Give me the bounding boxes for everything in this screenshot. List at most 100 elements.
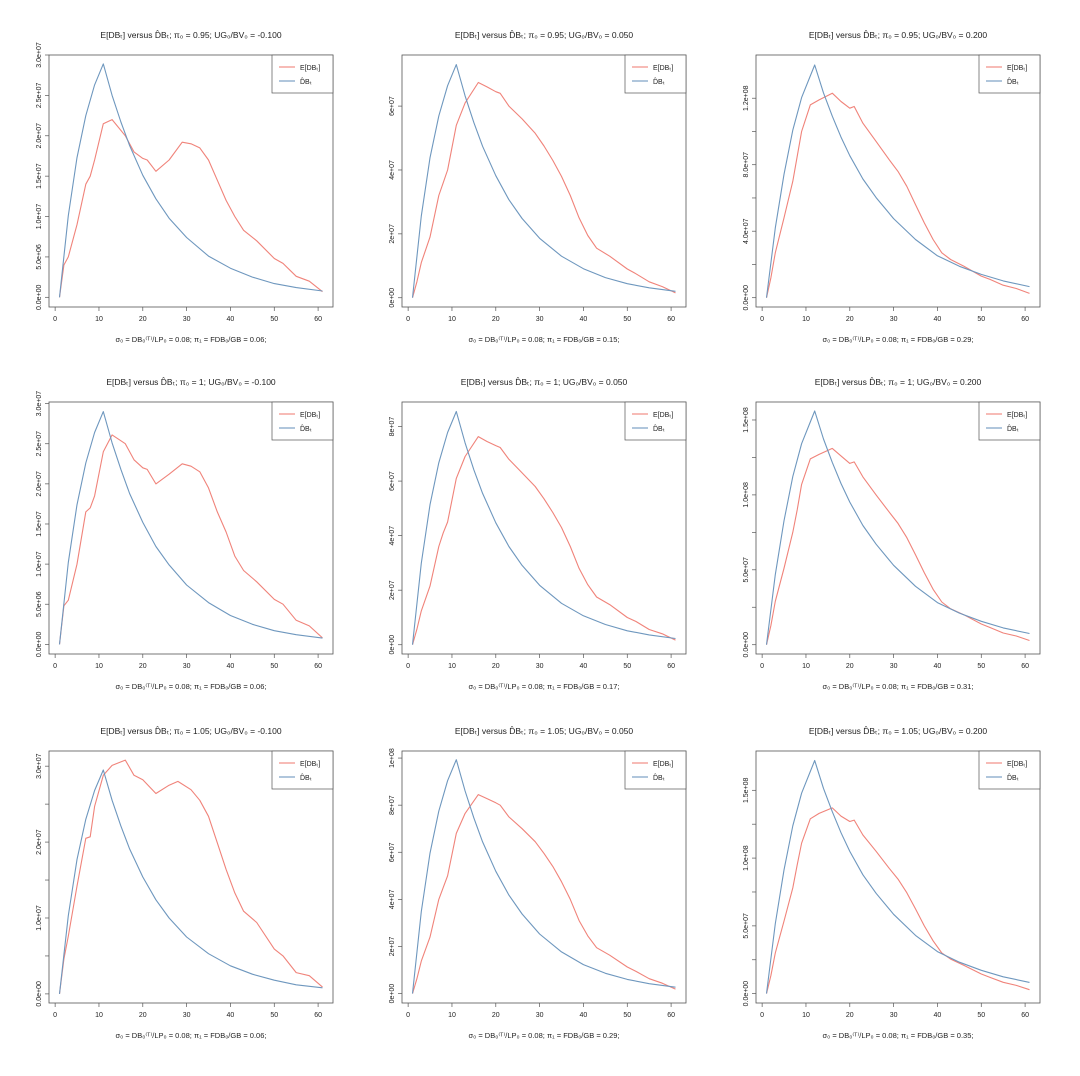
x-tick-label: 10	[802, 316, 810, 323]
legend-label-estimate: D̂Bₜ	[653, 78, 665, 86]
chart-panel: E[DBₜ] versus D̂Bₜ; π₀ = 1.05; UG₀/BV₀ =…	[389, 726, 687, 1040]
y-tick-label: 2.5e+07	[36, 83, 43, 109]
y-tick-label: 4.0e+07	[743, 218, 750, 244]
expected-series-line	[411, 794, 676, 994]
y-tick-label: 4e+07	[389, 526, 396, 546]
estimate-series-line	[765, 410, 1030, 645]
y-tick-label: 6e+07	[389, 471, 396, 491]
chart-title: E[DBₜ] versus D̂Bₜ; π₀ = 0.95; UG₀/BV₀ =…	[100, 30, 281, 40]
y-tick-label: 4e+07	[389, 160, 396, 180]
chart-title: E[DBₜ] versus D̂Bₜ; π₀ = 0.95; UG₀/BV₀ =…	[455, 30, 634, 40]
x-tick-label: 10	[802, 663, 810, 670]
x-axis-label: σ₀ = DB₀⁽ᵀ⁾/LP₀ = 0.08; π₁ = FDB₀/GB = 0…	[116, 335, 267, 344]
x-tick-label: 50	[977, 1012, 985, 1019]
x-tick-label: 20	[139, 1012, 147, 1019]
plot-box	[48, 401, 334, 655]
legend-label-estimate: D̂Bₜ	[1007, 78, 1019, 86]
chart-title: E[DBₜ] versus D̂Bₜ; π₀ = 0.95; UG₀/BV₀ =…	[809, 30, 988, 40]
y-tick-label: 0e+00	[389, 288, 396, 308]
x-tick-label: 50	[270, 663, 278, 670]
chart-title: E[DBₜ] versus D̂Bₜ; π₀ = 1; UG₀/BV₀ = -0…	[106, 377, 276, 387]
legend-label-expected: E[DBₜ]	[653, 65, 673, 72]
chart-panel: E[DBₜ] versus D̂Bₜ; π₀ = 1; UG₀/BV₀ = -0…	[36, 377, 334, 691]
chart-panel: E[DBₜ] versus D̂Bₜ; π₀ = 1; UG₀/BV₀ = 0.…	[743, 377, 1041, 691]
y-tick-label: 1.0e+07	[36, 551, 43, 577]
chart-panel: E[DBₜ] versus D̂Bₜ; π₀ = 1.05; UG₀/BV₀ =…	[36, 726, 334, 1040]
x-tick-label: 60	[314, 1012, 322, 1019]
chart-panel: E[DBₜ] versus D̂Bₜ; π₀ = 0.95; UG₀/BV₀ =…	[389, 30, 687, 344]
x-tick-label: 50	[270, 316, 278, 323]
plot-box	[48, 750, 334, 1004]
y-tick-label: 8e+07	[389, 795, 396, 815]
x-tick-label: 20	[139, 316, 147, 323]
y-tick-label: 1.5e+07	[36, 163, 43, 189]
legend-label-expected: E[DBₜ]	[300, 761, 320, 768]
x-tick-label: 50	[623, 1012, 631, 1019]
plot-box	[401, 750, 687, 1004]
expected-series-line	[58, 759, 323, 994]
y-tick-label: 8.0e+07	[743, 152, 750, 178]
x-tick-label: 10	[95, 1012, 103, 1019]
legend-label-estimate: D̂Bₜ	[300, 774, 312, 782]
plot-box	[755, 54, 1041, 308]
y-tick-label: 3.0e+07	[36, 42, 43, 68]
x-tick-label: 40	[934, 1012, 942, 1019]
x-tick-label: 10	[448, 663, 456, 670]
x-tick-label: 30	[890, 663, 898, 670]
y-tick-label: 0e+00	[389, 984, 396, 1004]
legend: E[DBₜ] D̂Bₜ	[271, 750, 334, 790]
y-tick-label: 1.2e+08	[743, 85, 750, 111]
y-tick-label: 1.0e+07	[36, 204, 43, 230]
x-tick-label: 0	[53, 1012, 57, 1019]
x-tick-label: 50	[977, 316, 985, 323]
legend-label-estimate: D̂Bₜ	[653, 774, 665, 782]
x-tick-label: 50	[977, 663, 985, 670]
x-tick-label: 0	[760, 663, 764, 670]
x-tick-label: 60	[314, 663, 322, 670]
legend-label-expected: E[DBₜ]	[300, 412, 320, 419]
x-tick-label: 0	[53, 316, 57, 323]
legend: E[DBₜ] D̂Bₜ	[271, 401, 334, 441]
x-tick-label: 40	[934, 316, 942, 323]
y-tick-label: 3.0e+07	[36, 753, 43, 779]
legend: E[DBₜ] D̂Bₜ	[624, 54, 687, 94]
x-tick-label: 60	[667, 1012, 675, 1019]
x-tick-label: 0	[406, 663, 410, 670]
y-tick-label: 2.0e+07	[36, 471, 43, 497]
expected-series-line	[58, 119, 323, 298]
x-tick-label: 30	[890, 316, 898, 323]
legend-label-expected: E[DBₜ]	[1007, 412, 1027, 419]
y-tick-label: 0.0e+00	[36, 284, 43, 310]
legend: E[DBₜ] D̂Bₜ	[624, 750, 687, 790]
legend: E[DBₜ] D̂Bₜ	[978, 54, 1041, 94]
expected-series-line	[765, 92, 1030, 298]
x-tick-label: 60	[1021, 316, 1029, 323]
x-tick-label: 40	[227, 663, 235, 670]
x-tick-label: 50	[623, 663, 631, 670]
x-tick-label: 40	[580, 1012, 588, 1019]
legend-label-expected: E[DBₜ]	[653, 761, 673, 768]
y-tick-label: 1.0e+08	[743, 482, 750, 508]
chart-panel: E[DBₜ] versus D̂Bₜ; π₀ = 1.05; UG₀/BV₀ =…	[743, 726, 1041, 1040]
y-tick-label: 5.0e+06	[36, 244, 43, 270]
x-tick-label: 60	[1021, 663, 1029, 670]
y-tick-label: 6e+07	[389, 96, 396, 116]
legend-label-estimate: D̂Bₜ	[300, 78, 312, 86]
legend: E[DBₜ] D̂Bₜ	[271, 54, 334, 94]
x-axis-label: σ₀ = DB₀⁽ᵀ⁾/LP₀ = 0.08; π₁ = FDB₀/GB = 0…	[823, 335, 974, 344]
x-tick-label: 50	[270, 1012, 278, 1019]
chart-title: E[DBₜ] versus D̂Bₜ; π₀ = 1.05; UG₀/BV₀ =…	[455, 726, 634, 736]
y-tick-label: 3.0e+07	[36, 391, 43, 417]
legend-box	[271, 750, 334, 790]
y-tick-label: 2.5e+07	[36, 431, 43, 457]
x-tick-label: 40	[934, 663, 942, 670]
y-tick-label: 5.0e+07	[743, 913, 750, 939]
plot-box	[401, 54, 687, 308]
x-tick-label: 20	[492, 1012, 500, 1019]
estimate-series-line	[411, 410, 676, 645]
x-axis-label: σ₀ = DB₀⁽ᵀ⁾/LP₀ = 0.08; π₁ = FDB₀/GB = 0…	[469, 1031, 620, 1040]
x-axis-label: σ₀ = DB₀⁽ᵀ⁾/LP₀ = 0.08; π₁ = FDB₀/GB = 0…	[469, 335, 620, 344]
legend-label-expected: E[DBₜ]	[653, 412, 673, 419]
legend-label-expected: E[DBₜ]	[1007, 761, 1027, 768]
